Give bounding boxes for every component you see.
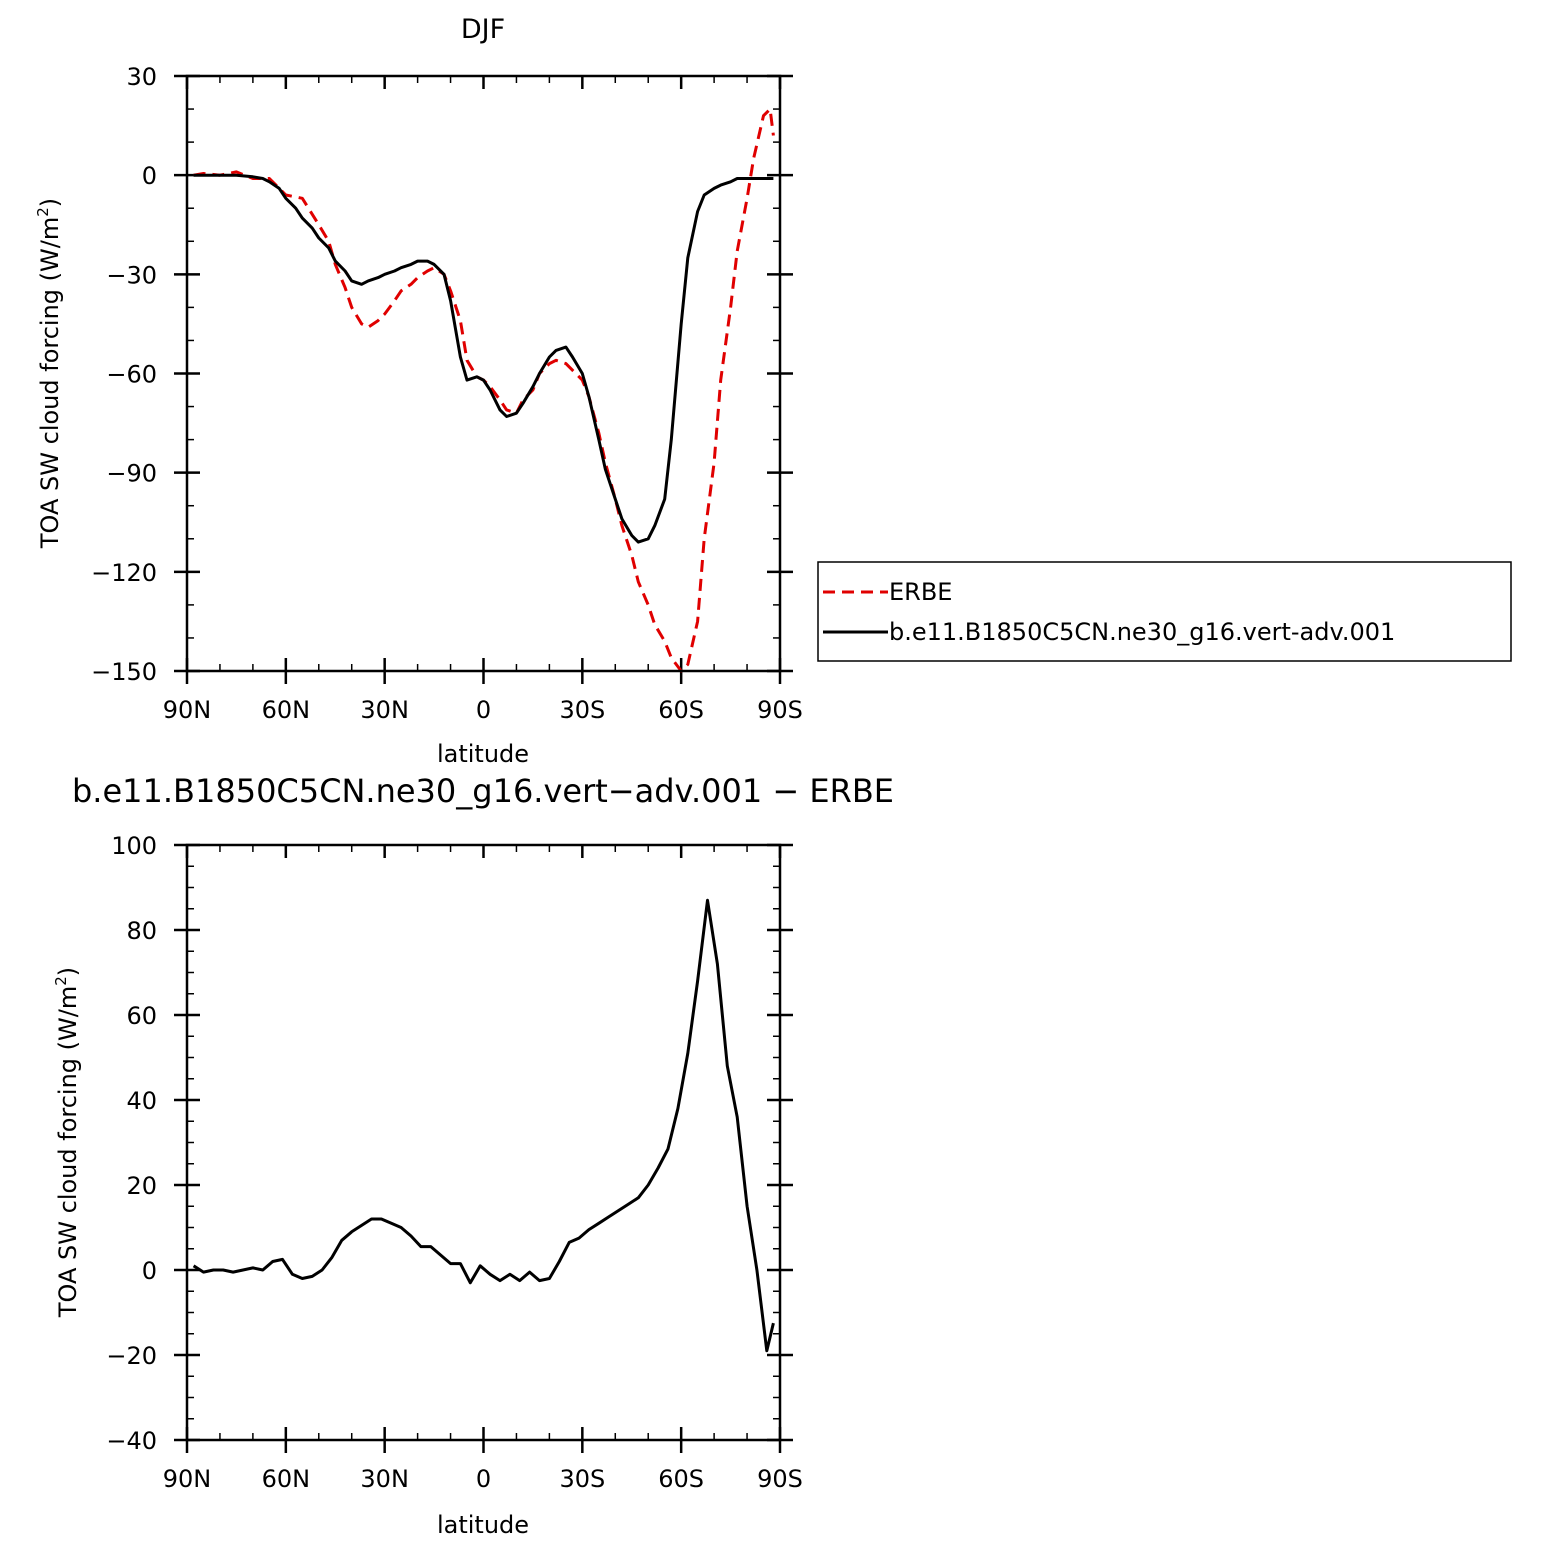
bottom-panel-y-axis-label-close: ) xyxy=(54,967,82,976)
legend-model-label: b.e11.B1850C5CN.ne30_g16.vert-adv.001 xyxy=(889,618,1395,646)
top-panel: DJF 90N 60N 30N 0 30S 60S 90S −150 −120 −90 −60 −30… xyxy=(34,14,803,768)
bottom-panel-lines xyxy=(192,898,775,1353)
legend-erbe-label: ERBE xyxy=(889,578,952,606)
bottom-panel-ytick-label: 40 xyxy=(126,1087,157,1115)
bottom-panel-y-axis-label-sup: 2 xyxy=(52,976,70,986)
top-panel-xtick-label: 30S xyxy=(559,696,605,724)
bottom-panel-xtick-label: 60S xyxy=(658,1465,704,1493)
bottom-panel-ytick-label: −40 xyxy=(106,1427,157,1455)
top-panel-ytick-label: 30 xyxy=(126,63,157,91)
bottom-panel-xtick-label: 60N xyxy=(262,1465,311,1493)
legend-box xyxy=(817,561,1512,662)
bottom-panel-ytick-label: 20 xyxy=(126,1172,157,1200)
bottom-panel-xtick-label: 90N xyxy=(163,1465,212,1493)
bottom-panel-tick-labels: 90N 60N 30N 0 30S 60S 90S −40 −20 0 20 40 60 80 100 xyxy=(106,832,803,1493)
bottom-panel-y-axis-label-main: TOA SW cloud forcing (W/m xyxy=(54,986,82,1318)
bottom-panel-x-axis-label: latitude xyxy=(437,1511,529,1539)
top-panel-ytick-label: −30 xyxy=(106,261,157,289)
top-panel-ytick-label: −90 xyxy=(106,460,157,488)
top-panel-tick-labels: 90N 60N 30N 0 30S 60S 90S −150 −120 −90 −60 −30 0 30 xyxy=(91,63,803,724)
top-panel-xtick-label: 60S xyxy=(658,696,704,724)
top-panel-xtick-label: 0 xyxy=(476,696,491,724)
top-panel-y-axis-label: TOA SW cloud forcing (W/m2) xyxy=(34,198,64,549)
top-panel-ytick-label: 0 xyxy=(142,162,157,190)
top-panel-series-b-e11-b1850c5cn-ne30-g16-vert-adv-001 xyxy=(193,173,774,544)
top-panel-lines xyxy=(193,107,775,673)
bottom-panel-ticks xyxy=(174,843,793,1453)
bottom-panel-y-axis-label: TOA SW cloud forcing (W/m2) xyxy=(52,967,82,1318)
bottom-panel-ytick-label: 80 xyxy=(126,917,157,945)
bottom-panel-xtick-label: 90S xyxy=(757,1465,803,1493)
bottom-panel-xtick-label: 0 xyxy=(476,1465,491,1493)
bottom-panel-xtick-label: 30S xyxy=(559,1465,605,1493)
top-panel-ytick-label: −150 xyxy=(91,658,157,686)
legend: ERBE b.e11.B1850C5CN.ne30_g16.vert-adv.0… xyxy=(817,561,1512,662)
top-panel-y-axis-label-close: ) xyxy=(36,198,64,207)
top-panel-title: DJF xyxy=(461,14,505,45)
bottom-panel-xtick-label: 30N xyxy=(360,1465,409,1493)
top-panel-x-axis-label: latitude xyxy=(437,740,529,768)
bottom-panel-ytick-label: 60 xyxy=(126,1002,157,1030)
bottom-panel-ytick-label: −20 xyxy=(106,1342,157,1370)
top-panel-y-axis-label-sup: 2 xyxy=(34,207,52,217)
top-panel-xtick-label: 90N xyxy=(163,696,212,724)
bottom-panel-ytick-label: 100 xyxy=(111,832,157,860)
top-panel-ytick-label: −60 xyxy=(106,361,157,389)
top-panel-series-erbe xyxy=(193,107,775,673)
top-panel-xtick-label: 60N xyxy=(262,696,311,724)
top-panel-plot-frame xyxy=(185,74,782,673)
top-panel-xtick-label: 30N xyxy=(360,696,409,724)
bottom-panel: b.e11.B1850C5CN.ne30_g16.vert−adv.001 − … xyxy=(52,772,894,1539)
bottom-panel-plot-frame xyxy=(185,843,782,1442)
bottom-panel-ytick-label: 0 xyxy=(142,1257,157,1285)
top-panel-y-axis-label-main: TOA SW cloud forcing (W/m xyxy=(36,217,64,549)
bottom-panel-series-line-0 xyxy=(192,898,775,1353)
top-panel-xtick-label: 90S xyxy=(757,696,803,724)
top-panel-ytick-label: −120 xyxy=(91,559,157,587)
bottom-panel-title: b.e11.B1850C5CN.ne30_g16.vert−adv.001 − … xyxy=(72,772,894,810)
